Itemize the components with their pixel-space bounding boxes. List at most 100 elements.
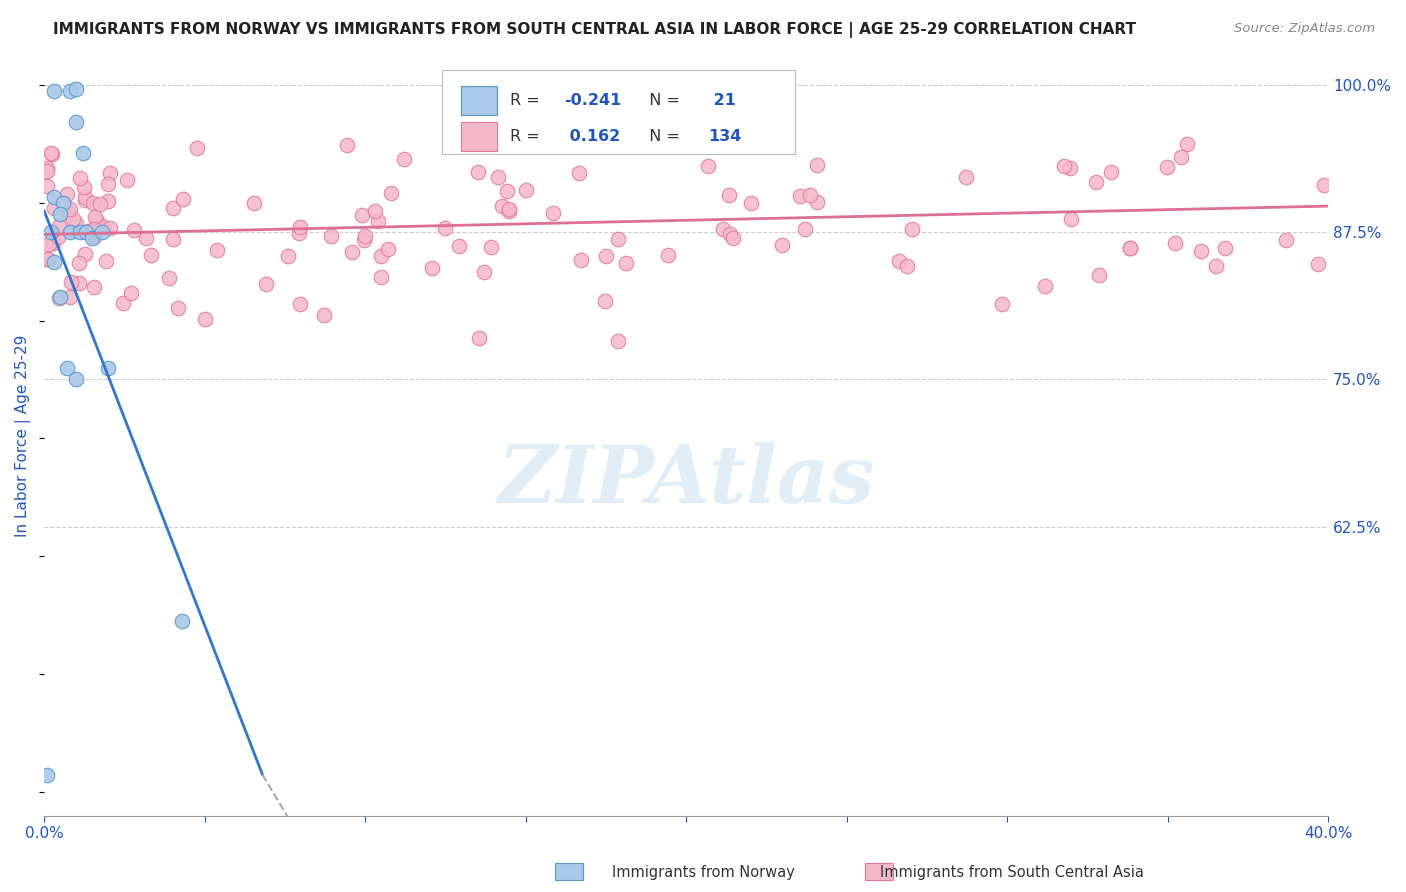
Point [336, 138, 359, 153]
Point [89, 196, 111, 211]
Point [172, 615, 194, 629]
Point [370, 269, 392, 284]
Point [59, 202, 82, 216]
Point [496, 185, 519, 199]
Text: 134: 134 [709, 129, 741, 144]
Point [98, 166, 121, 180]
Point [97, 178, 120, 192]
Point [52, 195, 75, 210]
Point [166, 301, 188, 315]
Point [37, 767, 59, 781]
Point [1213, 241, 1236, 255]
Point [498, 203, 520, 218]
Point [48, 291, 70, 305]
Point [290, 219, 312, 234]
Point [319, 228, 342, 243]
Point [569, 252, 592, 267]
Point [37, 252, 59, 266]
Point [72, 146, 94, 161]
Point [172, 192, 194, 206]
Point [42, 235, 65, 250]
Point [59, 290, 82, 304]
Point [377, 242, 399, 256]
Point [159, 270, 181, 285]
Point [718, 227, 741, 241]
Point [1099, 165, 1122, 179]
Point [82, 231, 104, 245]
Text: R =: R = [510, 129, 546, 144]
Point [141, 248, 163, 262]
Text: IMMIGRANTS FROM NORWAY VS IMMIGRANTS FROM SOUTH CENTRAL ASIA IN LABOR FORCE | AG: IMMIGRANTS FROM NORWAY VS IMMIGRANTS FRO… [53, 22, 1136, 38]
Point [593, 293, 616, 308]
Point [340, 245, 363, 260]
Point [1059, 161, 1081, 176]
Point [83, 210, 105, 224]
Point [39, 225, 62, 239]
Point [73, 180, 96, 194]
Point [277, 249, 299, 263]
Point [46, 230, 69, 244]
Point [367, 214, 389, 228]
Point [1170, 150, 1192, 164]
Point [49, 207, 72, 221]
Point [350, 208, 373, 222]
Point [42, 83, 65, 97]
Point [83, 222, 105, 236]
Point [69, 225, 91, 239]
Point [83, 280, 105, 294]
Point [1163, 235, 1185, 250]
Point [1119, 241, 1142, 255]
Point [37, 161, 59, 176]
Point [86, 214, 108, 228]
Point [41, 146, 63, 161]
Point [1060, 211, 1083, 226]
Point [42, 201, 65, 215]
Point [1312, 178, 1334, 192]
Point [98, 220, 121, 235]
Point [91, 225, 114, 239]
Point [718, 188, 741, 202]
Point [37, 164, 59, 178]
Point [1189, 244, 1212, 258]
Point [468, 331, 491, 345]
Text: N =: N = [638, 94, 685, 108]
Point [568, 166, 591, 180]
Text: Immigrants from Norway: Immigrants from Norway [612, 865, 794, 880]
Point [1274, 233, 1296, 247]
Point [481, 240, 503, 254]
Point [433, 221, 456, 235]
Point [657, 248, 679, 262]
Point [48, 219, 70, 233]
Point [120, 285, 142, 300]
Point [62, 212, 84, 227]
Point [65, 372, 87, 386]
Point [96, 254, 118, 268]
Point [696, 159, 718, 173]
Point [75, 190, 97, 204]
Text: 0.162: 0.162 [564, 129, 620, 144]
Point [901, 221, 924, 235]
Point [721, 231, 744, 245]
Point [58, 204, 80, 219]
Point [614, 256, 637, 270]
Point [1175, 136, 1198, 151]
Point [59, 275, 82, 289]
Point [37, 252, 59, 267]
Point [889, 253, 911, 268]
Point [794, 222, 817, 236]
Point [472, 265, 495, 279]
Bar [461, 87, 498, 115]
Point [711, 221, 734, 235]
Point [491, 199, 513, 213]
Point [38, 236, 60, 251]
Point [420, 261, 443, 276]
Point [1205, 260, 1227, 274]
Point [896, 259, 918, 273]
Point [135, 230, 157, 244]
Point [498, 202, 520, 216]
Point [1088, 268, 1111, 282]
Point [82, 195, 104, 210]
Text: Source: ZipAtlas.com: Source: ZipAtlas.com [1234, 22, 1375, 36]
Point [97, 194, 120, 208]
Point [467, 165, 489, 179]
